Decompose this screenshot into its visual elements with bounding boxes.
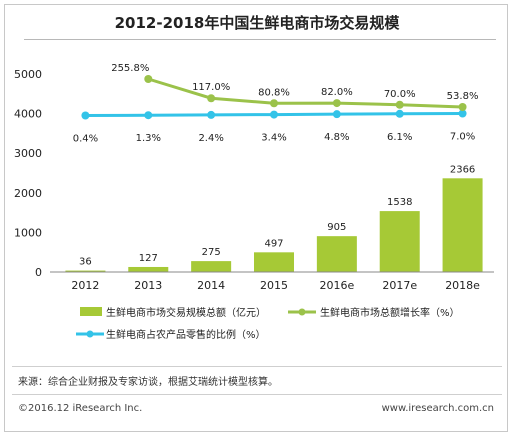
line-series: 0.4% 1.3% 2.4% 3.4% 4.8% 6.1% 7.0% 255.8% 117.0%… xyxy=(73,63,479,145)
bar-labels: 36 127 275 497 905 1538 2366 xyxy=(79,164,475,267)
legend-growth-marker xyxy=(298,308,306,316)
x-tick-label: 2012 xyxy=(71,279,99,292)
share-point xyxy=(395,109,404,118)
x-tick-label: 2013 xyxy=(134,279,162,292)
x-tick-label: 2016e xyxy=(319,279,354,292)
share-point xyxy=(270,110,278,119)
growth-value-label: 117.0% xyxy=(192,82,230,93)
bar-value-label: 127 xyxy=(139,253,158,264)
chart-svg: 0 1000 2000 3000 4000 5000 36 127 275 497 905 1538… xyxy=(14,63,494,341)
growth-value-label: 80.8% xyxy=(258,87,290,98)
share-point xyxy=(332,110,341,119)
legend: 生鲜电商市场交易规模总额（亿元） 生鲜电商市场总额增长率（%） 生鲜电商占农产品零售… xyxy=(76,306,460,341)
y-tick-label: 3000 xyxy=(14,147,42,160)
x-tick-label: 2018e xyxy=(445,279,480,292)
x-tick-label: 2014 xyxy=(197,279,225,292)
bar-value-label: 905 xyxy=(327,222,346,233)
y-axis: 0 1000 2000 3000 4000 5000 xyxy=(14,68,42,279)
growth-value-label: 53.8% xyxy=(447,91,479,102)
x-axis: 2012 2013 2014 2015 2016e 2017e 2018e xyxy=(50,271,494,292)
bar xyxy=(442,178,483,272)
growth-value-label: 82.0% xyxy=(321,87,353,98)
growth-line xyxy=(147,77,463,109)
y-tick-label: 2000 xyxy=(14,187,42,200)
bar xyxy=(65,270,106,272)
growth-point xyxy=(458,103,467,111)
x-tick-label: 2017e xyxy=(382,279,417,292)
growth-value-label: 255.8% xyxy=(111,63,149,74)
y-tick-label: 5000 xyxy=(14,68,42,81)
legend-share-marker xyxy=(86,330,94,338)
source-divider xyxy=(12,366,502,367)
share-value-label: 0.4% xyxy=(73,134,98,145)
bar-series xyxy=(65,178,483,272)
y-tick-label: 0 xyxy=(35,266,42,279)
bar xyxy=(128,266,169,272)
growth-point xyxy=(144,75,153,83)
bar-value-label: 1538 xyxy=(387,197,412,208)
bar-value-label: 275 xyxy=(202,247,221,258)
bar xyxy=(254,252,294,272)
legend-growth-label: 生鲜电商市场总额增长率（%） xyxy=(320,306,460,319)
copyright-text: ©2016.12 iResearch Inc. xyxy=(18,403,143,414)
website-text: www.iresearch.com.cn xyxy=(381,403,494,414)
chart-title: 2012-2018年中国生鲜电商市场交易规模 xyxy=(114,14,400,32)
share-value-label: 3.4% xyxy=(261,133,286,144)
share-value-label: 1.3% xyxy=(136,133,161,144)
share-point xyxy=(144,111,153,120)
bar-value-label: 497 xyxy=(264,238,283,249)
growth-value-label: 70.0% xyxy=(384,89,416,100)
x-tick-label: 2015 xyxy=(260,279,288,292)
legend-bar-label: 生鲜电商市场交易规模总额（亿元） xyxy=(106,306,266,319)
growth-point xyxy=(207,94,216,103)
bar-value-label: 36 xyxy=(79,257,92,268)
share-point xyxy=(207,110,216,119)
growth-point xyxy=(270,99,278,108)
share-value-label: 2.4% xyxy=(198,133,223,144)
footer-divider xyxy=(12,394,502,395)
share-value-label: 7.0% xyxy=(450,132,475,143)
source-note: 来源：综合企业财报及专家访谈，根据艾瑞统计模型核算。 xyxy=(18,377,278,388)
bar xyxy=(191,261,232,272)
share-value-label: 4.8% xyxy=(324,132,349,143)
growth-point xyxy=(332,99,341,108)
legend-share-label: 生鲜电商占农产品零售的比例（%） xyxy=(106,328,266,341)
bar xyxy=(379,211,420,272)
y-tick-label: 1000 xyxy=(14,226,42,239)
bar xyxy=(316,236,357,272)
y-tick-label: 4000 xyxy=(14,108,42,121)
bar-value-label: 2366 xyxy=(450,164,475,175)
title-divider xyxy=(24,39,496,40)
chart-frame xyxy=(4,4,508,432)
share-point xyxy=(81,111,90,120)
share-value-label: 6.1% xyxy=(387,132,412,143)
growth-point xyxy=(395,100,404,109)
share-point xyxy=(458,109,467,118)
legend-bar-swatch xyxy=(80,307,102,316)
